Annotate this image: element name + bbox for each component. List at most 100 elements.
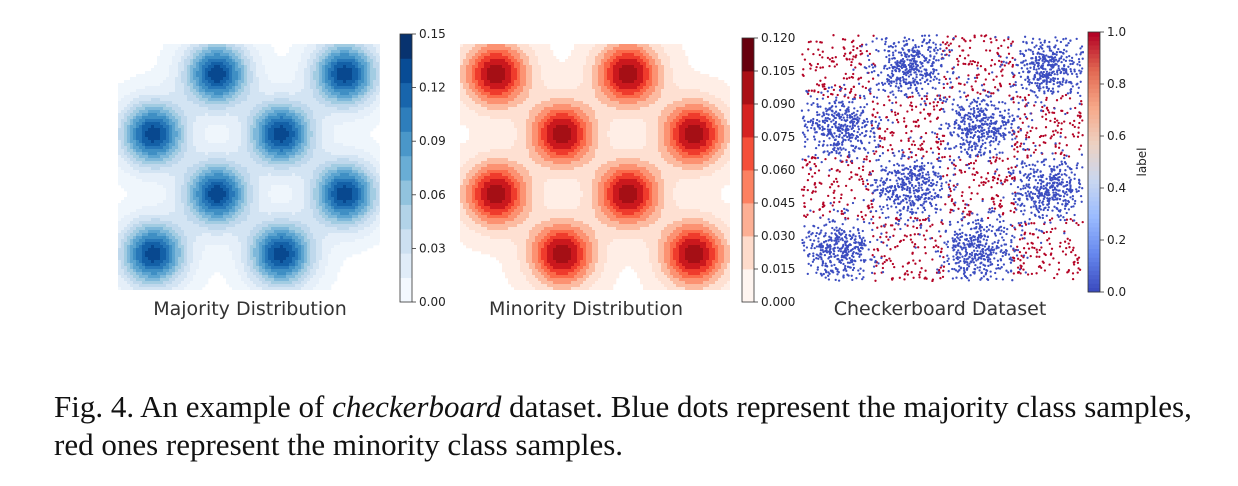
density-cell xyxy=(361,56,365,60)
density-cell xyxy=(178,95,182,99)
density-cell xyxy=(187,134,191,138)
density-cell xyxy=(256,206,260,210)
density-cell xyxy=(355,179,359,183)
density-cell xyxy=(322,122,326,126)
density-cell xyxy=(253,155,257,159)
density-cell xyxy=(160,218,164,222)
density-cell xyxy=(289,83,293,87)
density-cell xyxy=(376,119,380,123)
density-cell xyxy=(172,167,176,171)
density-cell xyxy=(166,119,170,123)
density-cell xyxy=(187,74,191,78)
density-cell xyxy=(283,197,287,201)
density-cell xyxy=(220,107,224,111)
density-cell xyxy=(310,197,314,201)
density-cell xyxy=(265,83,269,87)
density-cell xyxy=(211,77,215,81)
density-cell xyxy=(295,89,299,93)
density-cell xyxy=(292,80,296,84)
density-cell xyxy=(181,122,185,126)
density-cell xyxy=(205,185,209,189)
density-cell xyxy=(337,182,341,186)
density-cell xyxy=(151,155,155,159)
density-cell xyxy=(232,170,236,174)
density-cell xyxy=(277,194,281,198)
density-cell xyxy=(175,182,179,186)
density-cell xyxy=(256,101,260,105)
density-cell xyxy=(286,65,290,69)
density-cell xyxy=(352,167,356,171)
density-cell xyxy=(280,185,284,189)
density-cell xyxy=(184,170,188,174)
density-cell xyxy=(298,170,302,174)
density-cell xyxy=(157,200,161,204)
density-cell xyxy=(337,197,341,201)
density-cell xyxy=(190,74,194,78)
density-cell xyxy=(319,191,323,195)
density-cell xyxy=(223,62,227,66)
density-cell xyxy=(121,137,125,141)
density-cell xyxy=(340,83,344,87)
density-cell xyxy=(280,188,284,192)
density-cell xyxy=(265,101,269,105)
density-cell xyxy=(178,146,182,150)
density-cell xyxy=(373,107,377,111)
density-cell xyxy=(352,47,356,51)
density-cell xyxy=(196,71,200,75)
density-cell xyxy=(298,161,302,165)
density-cell xyxy=(334,188,338,192)
density-cell xyxy=(169,95,173,99)
density-cell xyxy=(169,212,173,216)
density-cell xyxy=(178,185,182,189)
density-cell xyxy=(307,80,311,84)
density-cell xyxy=(277,83,281,87)
density-cell xyxy=(187,137,191,141)
density-cell xyxy=(298,158,302,162)
density-cell xyxy=(310,209,314,213)
density-cell xyxy=(373,65,377,69)
density-cell xyxy=(154,68,158,72)
density-cell xyxy=(163,212,167,216)
density-cell xyxy=(139,149,143,153)
density-cell xyxy=(340,86,344,90)
density-cell xyxy=(142,218,146,222)
density-cell xyxy=(145,179,149,183)
density-cell xyxy=(268,68,272,72)
density-cell xyxy=(142,137,146,141)
density-cell xyxy=(163,188,167,192)
density-cell xyxy=(268,167,272,171)
density-cell xyxy=(178,182,182,186)
density-cell xyxy=(271,197,275,201)
density-cell xyxy=(220,101,224,105)
density-cell xyxy=(217,59,221,63)
density-cell xyxy=(184,65,188,69)
density-cell xyxy=(139,215,143,219)
density-cell xyxy=(199,44,203,48)
density-cell xyxy=(337,104,341,108)
density-cell xyxy=(292,173,296,177)
density-cell xyxy=(343,218,347,222)
density-cell xyxy=(331,155,335,159)
density-cell xyxy=(130,152,134,156)
density-cell xyxy=(301,203,305,207)
density-cell xyxy=(289,131,293,135)
density-cell xyxy=(319,140,323,144)
density-cell xyxy=(193,65,197,69)
density-cell xyxy=(280,149,284,153)
density-cell xyxy=(190,80,194,84)
density-cell xyxy=(358,182,362,186)
density-cell xyxy=(328,80,332,84)
density-cell xyxy=(355,164,359,168)
density-cell xyxy=(328,95,332,99)
density-cell xyxy=(229,176,233,180)
density-cell xyxy=(121,146,125,150)
density-cell xyxy=(274,68,278,72)
density-cell xyxy=(184,194,188,198)
density-cell xyxy=(298,116,302,120)
density-cell xyxy=(298,113,302,117)
density-cell xyxy=(178,68,182,72)
density-cell xyxy=(229,158,233,162)
density-cell xyxy=(298,152,302,156)
density-cell xyxy=(154,74,158,78)
density-cell xyxy=(241,77,245,81)
